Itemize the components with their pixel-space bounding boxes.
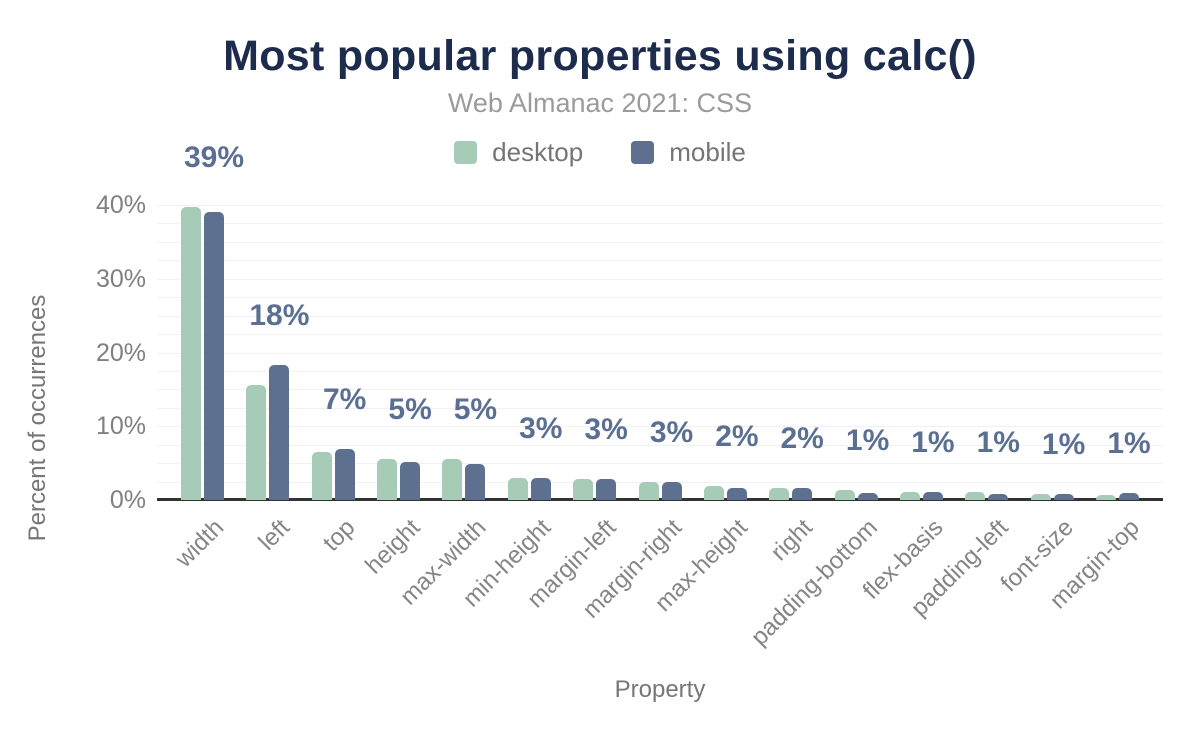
x-axis-title: Property [614, 676, 706, 703]
bar-label: 5% [388, 393, 432, 427]
bar-label: 1% [1107, 427, 1151, 461]
gridline [157, 278, 1163, 280]
gridline [157, 241, 1163, 243]
chart-subtitle: Web Almanac 2021: CSS [447, 88, 753, 118]
y-tick-label: 30% [95, 264, 146, 293]
y-tick-label: 10% [95, 412, 146, 441]
bar-label: 1% [911, 425, 955, 459]
bar-label: 18% [249, 299, 310, 332]
bar-mobile [334, 449, 355, 500]
bar-mobile [792, 488, 813, 500]
gridline [157, 389, 1163, 391]
bar-desktop [1030, 494, 1051, 500]
bar-desktop [181, 207, 201, 500]
bar-desktop [899, 491, 920, 500]
bar-mobile [661, 482, 682, 500]
gridline [157, 407, 1163, 409]
gridline [157, 334, 1163, 336]
legend-item-mobile: mobile [631, 137, 746, 168]
x-tick-label: width [170, 514, 230, 573]
gridline [157, 481, 1163, 483]
bar-desktop [573, 479, 594, 500]
bar-desktop [311, 452, 332, 500]
gridline [157, 444, 1163, 446]
x-axis-line [157, 498, 1163, 501]
bar-mobile [269, 365, 290, 500]
bar-label: 3% [584, 413, 628, 447]
gridline [157, 297, 1163, 299]
gridline [157, 315, 1163, 317]
bar-mobile [596, 479, 617, 500]
bar-label: 2% [780, 422, 824, 456]
bar-desktop [246, 384, 267, 500]
x-tick-label: left [253, 514, 295, 556]
bar-label: 39% [183, 141, 245, 175]
bar-desktop [377, 459, 398, 500]
bar-mobile [922, 491, 943, 500]
gridline [157, 205, 1163, 206]
bar-desktop [638, 481, 659, 500]
bar-label: 1% [976, 425, 1020, 459]
legend: desktop mobile [0, 137, 1200, 168]
y-tick-label: 0% [109, 486, 146, 514]
desktop-series-label: desktop [492, 137, 584, 167]
gridline [157, 370, 1163, 372]
desktop-series-swatch [454, 141, 478, 164]
bar-mobile [1119, 493, 1139, 500]
bar-mobile [465, 463, 486, 500]
mobile-series-swatch [631, 141, 655, 164]
gridline [157, 463, 1163, 465]
y-tick-label: 40% [95, 191, 146, 219]
mobile-series-label: mobile [669, 137, 746, 167]
bar-label: 3% [649, 415, 694, 449]
bar-label: 3% [519, 411, 563, 445]
gridline [157, 223, 1163, 225]
gridline [157, 260, 1163, 262]
bar-desktop [965, 491, 986, 500]
bar-desktop [834, 490, 855, 500]
bar-mobile [400, 461, 421, 500]
bar-desktop [769, 488, 790, 500]
bar-desktop [703, 486, 724, 500]
bar-desktop [442, 459, 463, 500]
bar-mobile [530, 477, 551, 500]
gridline [157, 352, 1163, 354]
legend-item-desktop: desktop [454, 137, 583, 168]
bar-mobile [204, 212, 224, 500]
bar-desktop [1096, 494, 1116, 500]
x-tick-label: right [765, 514, 818, 567]
y-tick-label: 20% [95, 338, 146, 367]
bar-desktop [507, 477, 528, 500]
bar-label: 2% [715, 420, 759, 453]
bar-label: 1% [845, 424, 890, 458]
bar-mobile [1053, 494, 1074, 500]
x-tick-label: top [317, 514, 361, 557]
bar-label: 1% [1041, 428, 1086, 462]
gridline [157, 426, 1163, 428]
bar-label: 7% [323, 383, 367, 417]
bar-mobile [857, 492, 878, 500]
bar-mobile [726, 487, 747, 500]
chart-title: Most popular properties using calc() [223, 32, 977, 80]
bar-label: 5% [453, 393, 498, 427]
bar-mobile [988, 494, 1009, 500]
